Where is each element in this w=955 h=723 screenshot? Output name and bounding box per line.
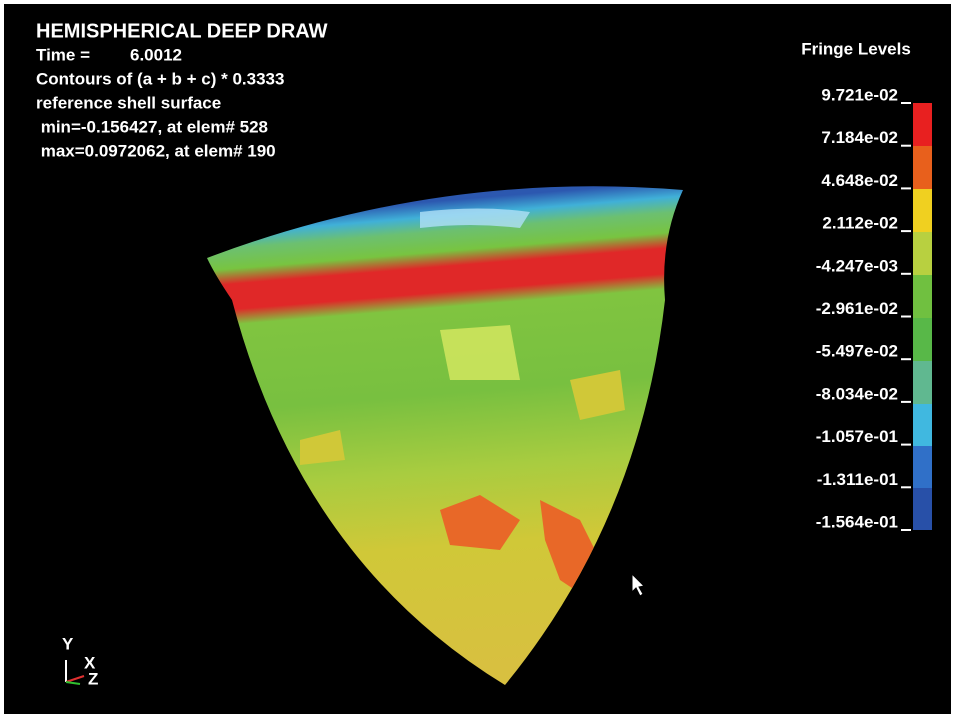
level-label: 2.112e-02 <box>822 214 898 233</box>
surface: reference shell surface <box>36 93 221 112</box>
color-swatch <box>913 488 932 530</box>
time-value: 6.0012 <box>130 45 182 64</box>
max-info: max=0.0972062, at elem# 190 <box>36 141 276 160</box>
color-swatch <box>913 446 932 488</box>
triad-label: Y <box>62 634 74 653</box>
color-swatch <box>913 103 932 146</box>
color-swatch <box>913 232 932 275</box>
level-label: -1.311e-01 <box>817 470 898 489</box>
color-swatch <box>913 361 932 404</box>
level-label: 9.721e-02 <box>821 85 898 104</box>
triad-label: Z <box>88 669 98 688</box>
level-label: -4.247e-03 <box>816 256 898 275</box>
color-swatch <box>913 146 932 189</box>
viewport: Y X Z HEMISPHERICAL DEEP DRAW Time = 6.0… <box>0 0 955 718</box>
level-label: -5.497e-02 <box>816 342 898 361</box>
level-label: -8.034e-02 <box>816 384 898 403</box>
color-swatch <box>913 275 932 318</box>
contours: Contours of (a + b + c) * 0.3333 <box>36 69 284 88</box>
level-label: 7.184e-02 <box>821 128 898 147</box>
color-swatch <box>913 404 932 446</box>
time-label: Time = <box>36 45 90 64</box>
level-label: 4.648e-02 <box>821 171 898 190</box>
title: HEMISPHERICAL DEEP DRAW <box>36 20 328 42</box>
color-swatch <box>913 318 932 361</box>
level-label: -1.057e-01 <box>816 427 898 446</box>
legend-title: Fringe Levels <box>801 39 911 58</box>
min-info: min=-0.156427, at elem# 528 <box>36 117 268 136</box>
level-label: -2.961e-02 <box>816 299 898 318</box>
color-swatch <box>913 189 932 232</box>
level-label: -1.564e-01 <box>816 512 898 531</box>
